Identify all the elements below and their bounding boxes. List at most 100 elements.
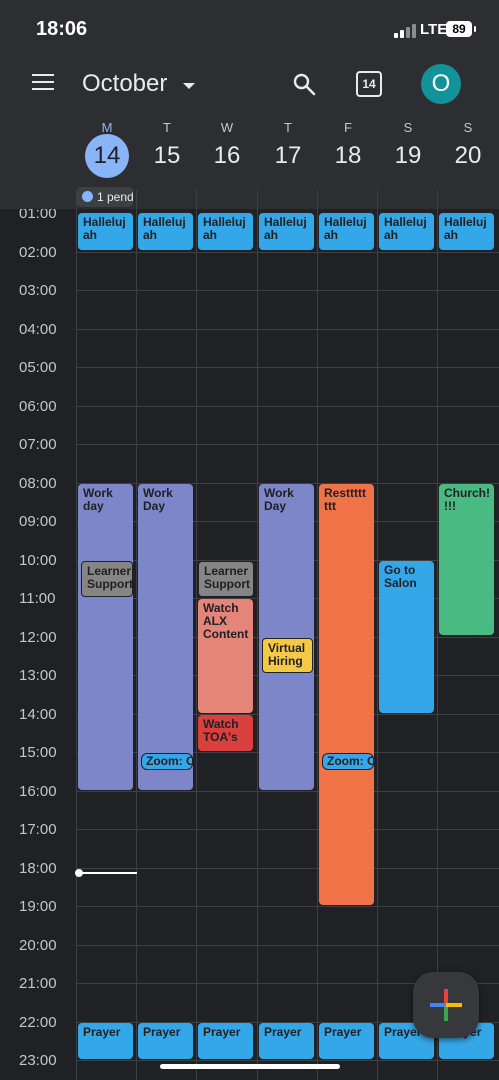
- day-header-tue[interactable]: T 15: [137, 120, 197, 170]
- hour-label: 05:00: [19, 359, 57, 376]
- event-hallelujah-sat[interactable]: Halleluj ah: [379, 213, 434, 250]
- column-line: [437, 190, 438, 209]
- event-prayer-thu[interactable]: Prayer: [259, 1023, 314, 1059]
- event-prayer-tue[interactable]: Prayer: [138, 1023, 193, 1059]
- column-line: [377, 190, 378, 209]
- day-header-mon[interactable]: M 14: [77, 120, 137, 178]
- grid-line: [76, 444, 499, 445]
- grid-line: [76, 483, 499, 484]
- pending-label: 1 pending: [97, 190, 133, 204]
- caret-down-icon[interactable]: [183, 83, 195, 89]
- day-header-sat[interactable]: S 19: [378, 120, 438, 170]
- event-hallelujah-wed[interactable]: Halleluj ah: [198, 213, 253, 250]
- hour-label: 03:00: [19, 282, 57, 299]
- column-line: [317, 190, 318, 209]
- event-hallelujah-sun[interactable]: Halleluj ah: [439, 213, 494, 250]
- hour-label: 04:00: [19, 321, 57, 338]
- event-virtual-hiring[interactable]: Virtual Hiring: [262, 638, 313, 673]
- event-prayer-fri[interactable]: Prayer: [319, 1023, 374, 1059]
- hour-label: 13:00: [19, 667, 57, 684]
- hour-label: 15:00: [19, 744, 57, 761]
- event-hallelujah-fri[interactable]: Halleluj ah: [319, 213, 374, 250]
- grid-line: [76, 945, 499, 946]
- grid-line: [76, 1060, 499, 1061]
- search-icon[interactable]: [292, 72, 316, 96]
- day-letter: T: [284, 120, 292, 135]
- grid-line: [76, 829, 499, 830]
- avatar[interactable]: O: [421, 64, 461, 104]
- hour-label: 12:00: [19, 629, 57, 646]
- column-line: [196, 190, 197, 1080]
- event-zoom-fri[interactable]: Zoom: C: [322, 753, 374, 770]
- event-rest[interactable]: Resttttt ttt: [319, 484, 374, 905]
- event-zoom-tue[interactable]: Zoom: C: [141, 753, 193, 770]
- hour-label: 06:00: [19, 398, 57, 415]
- event-work-day-thu[interactable]: Work Day: [259, 484, 314, 790]
- hour-label: 18:00: [19, 860, 57, 877]
- grid-line: [76, 868, 499, 869]
- month-title[interactable]: October: [82, 70, 168, 97]
- column-line: [377, 190, 378, 1080]
- event-hallelujah-mon[interactable]: Halleluj ah: [78, 213, 133, 250]
- column-line: [257, 190, 258, 209]
- current-time-line: [79, 872, 137, 874]
- grid-line: [76, 983, 499, 984]
- event-watch-toas[interactable]: Watch TOA's: [198, 715, 253, 751]
- day-header-fri[interactable]: F 18: [318, 120, 378, 170]
- column-line: [196, 190, 197, 209]
- event-learner-support-mon[interactable]: Learner Support: [81, 561, 133, 597]
- day-letter: F: [344, 120, 352, 135]
- check-circle-icon: [82, 191, 93, 202]
- event-prayer-wed[interactable]: Prayer: [198, 1023, 253, 1059]
- column-line: [76, 190, 77, 1080]
- event-work-day-tue[interactable]: Work Day: [138, 484, 193, 790]
- today-calendar-icon[interactable]: 14: [356, 71, 382, 97]
- column-line: [437, 190, 438, 1080]
- hour-label: 19:00: [19, 898, 57, 915]
- column-line: [136, 190, 137, 1080]
- grid-line: [76, 791, 499, 792]
- event-hallelujah-thu[interactable]: Halleluj ah: [259, 213, 314, 250]
- day-header-wed[interactable]: W 16: [197, 120, 257, 170]
- day-number: 16: [213, 142, 241, 169]
- day-number: 17: [274, 142, 302, 169]
- day-letter: W: [220, 120, 234, 135]
- day-letter: T: [163, 120, 171, 135]
- hour-label: 20:00: [19, 937, 57, 954]
- day-letter: S: [463, 120, 473, 135]
- day-number: 14: [85, 134, 129, 178]
- network-label: LTE: [420, 21, 448, 38]
- hour-label: 23:00: [19, 1052, 57, 1069]
- status-time: 18:06: [36, 18, 88, 40]
- hour-label: 09:00: [19, 513, 57, 530]
- pending-chip[interactable]: 1 pending: [77, 187, 133, 207]
- event-go-to-salon[interactable]: Go to Salon: [379, 561, 434, 713]
- battery-icon: 89: [446, 21, 476, 37]
- create-event-button[interactable]: [413, 972, 479, 1038]
- menu-icon[interactable]: [32, 74, 54, 92]
- hour-label: 16:00: [19, 783, 57, 800]
- grid-line: [76, 290, 499, 291]
- event-church[interactable]: Church! !!!: [439, 484, 494, 635]
- event-hallelujah-tue[interactable]: Halleluj ah: [138, 213, 193, 250]
- event-work-day-mon[interactable]: Work day: [78, 484, 133, 790]
- grid-line: [76, 1022, 499, 1023]
- hour-label: 22:00: [19, 1014, 57, 1031]
- day-number: 15: [153, 142, 181, 169]
- day-letter: M: [101, 120, 113, 135]
- grid-line: [76, 906, 499, 907]
- hour-label: 01:00: [19, 205, 57, 222]
- column-line: [136, 190, 137, 209]
- day-header-sun[interactable]: S 20: [438, 120, 498, 170]
- hour-label: 08:00: [19, 475, 57, 492]
- day-header-thu[interactable]: T 17: [258, 120, 318, 170]
- event-prayer-mon[interactable]: Prayer: [78, 1023, 133, 1059]
- column-line: [317, 190, 318, 1080]
- event-learner-support-wed[interactable]: Learner Support: [198, 561, 254, 597]
- hour-label: 17:00: [19, 821, 57, 838]
- day-letter: S: [403, 120, 413, 135]
- day-number: 19: [394, 142, 422, 169]
- hour-label: 07:00: [19, 436, 57, 453]
- home-indicator[interactable]: [160, 1064, 340, 1069]
- event-watch-alx-content[interactable]: Watch ALX Content: [198, 599, 253, 713]
